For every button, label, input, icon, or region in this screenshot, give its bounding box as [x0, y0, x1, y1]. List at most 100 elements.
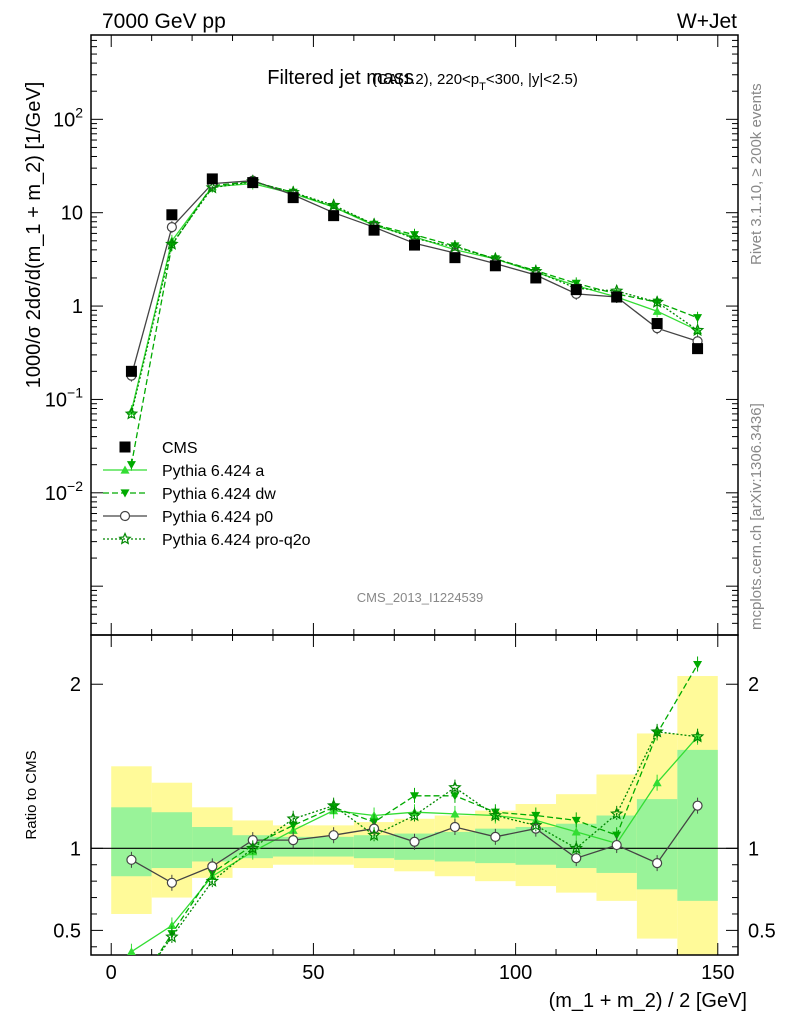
- x-tick-label: 0: [106, 962, 117, 984]
- series-marker: [120, 489, 130, 498]
- series-marker: [165, 237, 179, 250]
- series-marker: [126, 406, 136, 415]
- main-axis-ticks: 10−2 10−1 1 10 102: [45, 34, 738, 636]
- series-marker: [409, 836, 420, 847]
- series-marker: [126, 854, 137, 865]
- legend-label: Pythia 6.424 dw: [162, 486, 276, 503]
- series-marker: [328, 830, 339, 841]
- data-marker: [247, 177, 259, 189]
- ratio-line: [157, 664, 699, 955]
- y-tick-label: 10−2: [45, 478, 83, 505]
- series-marker: [205, 874, 219, 887]
- data-marker: [611, 291, 623, 303]
- ratio-line: [157, 731, 698, 955]
- series-marker: [490, 831, 501, 842]
- series-marker: [450, 792, 460, 801]
- process-label: W+Jet: [677, 10, 737, 33]
- data-marker: [287, 192, 299, 204]
- series-marker: [127, 947, 136, 955]
- series-marker: [207, 861, 218, 872]
- y-tick-label: 10−1: [45, 384, 83, 411]
- collision-label: 7000 GeV pp: [102, 10, 226, 33]
- main-series-layer: [124, 173, 705, 471]
- ratio-tick-label: 2: [70, 674, 81, 696]
- series-marker: [693, 314, 703, 323]
- series-marker: [120, 465, 130, 474]
- chart-title-detail: (CA(1.2), 220<pT<300, |y|<2.5): [372, 71, 578, 93]
- series-marker: [692, 800, 703, 811]
- series-marker: [529, 818, 543, 832]
- series-marker: [367, 828, 381, 841]
- series-marker: [610, 806, 624, 820]
- data-marker: [449, 252, 461, 264]
- series-marker: [166, 877, 177, 888]
- header: 7000 GeV pp W+Jet: [102, 10, 737, 33]
- data-marker: [530, 272, 542, 284]
- series-marker: [118, 531, 132, 545]
- data-marker: [570, 284, 582, 296]
- y-tick-label: 10: [61, 203, 83, 225]
- legend-label: Pythia 6.424 p0: [162, 509, 273, 526]
- series-marker: [165, 929, 179, 943]
- ratio-band-inner: [636, 799, 678, 890]
- x-tick-label: 50: [302, 962, 324, 984]
- ratio-tick-label-right: 0.5: [748, 920, 776, 942]
- x-tick-label: 100: [499, 962, 532, 984]
- ratio-band-inner: [313, 836, 354, 857]
- series-marker: [410, 231, 419, 240]
- series-marker: [450, 809, 460, 818]
- series-marker: [119, 510, 131, 522]
- analysis-id: CMS_2013_I1224539: [357, 590, 484, 605]
- series-marker: [407, 808, 422, 822]
- series-marker: [410, 792, 419, 801]
- ratio-tick-label-right: 1: [748, 838, 759, 860]
- series-marker: [166, 222, 177, 233]
- series-line: [130, 181, 698, 465]
- series-marker: [205, 180, 219, 194]
- ratio-axis-ticks: 0 50 100 150 0.5 0.5 1 1 2 2: [53, 635, 776, 984]
- series-marker: [690, 729, 705, 743]
- ratio-band-inner: [434, 831, 476, 862]
- data-marker: [489, 260, 501, 272]
- series-marker: [326, 798, 341, 812]
- y-tick-label: 1: [72, 296, 83, 318]
- series-marker: [246, 841, 260, 855]
- series-marker: [611, 839, 622, 851]
- series-marker: [288, 835, 299, 846]
- series-marker: [690, 323, 705, 337]
- ratio-series-layer: [126, 656, 705, 1000]
- mcplots-label: mcplots.cern.ch [arXiv:1306.3436]: [748, 403, 765, 630]
- series-marker: [167, 920, 177, 930]
- data-marker: [651, 318, 663, 330]
- data-marker: [692, 343, 704, 355]
- series-marker: [126, 461, 136, 470]
- series-marker: [127, 992, 136, 1000]
- ratio-band-inner: [192, 827, 233, 862]
- series-marker: [571, 827, 581, 836]
- rivet-label: Rivet 3.1.10, ≥ 200k events: [748, 83, 765, 265]
- series-marker: [449, 821, 461, 833]
- ratio-y-axis-label: Ratio to CMS: [23, 750, 40, 839]
- series-marker: [652, 306, 662, 315]
- data-marker: [119, 441, 131, 453]
- data-marker: [166, 209, 178, 221]
- series-marker: [612, 831, 622, 840]
- legend-label-data: CMS: [162, 440, 198, 457]
- series-marker: [652, 858, 663, 869]
- data-marker: [125, 365, 137, 377]
- ratio-tick-label: 1: [70, 838, 81, 860]
- data-marker: [328, 210, 340, 222]
- series-marker: [286, 811, 300, 825]
- y-tick-label: 102: [53, 104, 83, 131]
- series-marker: [571, 816, 581, 825]
- legend-label: Pythia 6.424 a: [162, 463, 264, 480]
- series-marker: [326, 198, 341, 212]
- series-marker: [288, 821, 298, 830]
- ratio-tick-label: 0.5: [53, 920, 81, 942]
- legend-label: Pythia 6.424 pro-q2o: [162, 532, 311, 549]
- series-marker: [488, 808, 503, 822]
- x-tick-label: 150: [701, 962, 734, 984]
- ratio-tick-label-right: 2: [748, 674, 759, 696]
- series-marker: [693, 660, 703, 670]
